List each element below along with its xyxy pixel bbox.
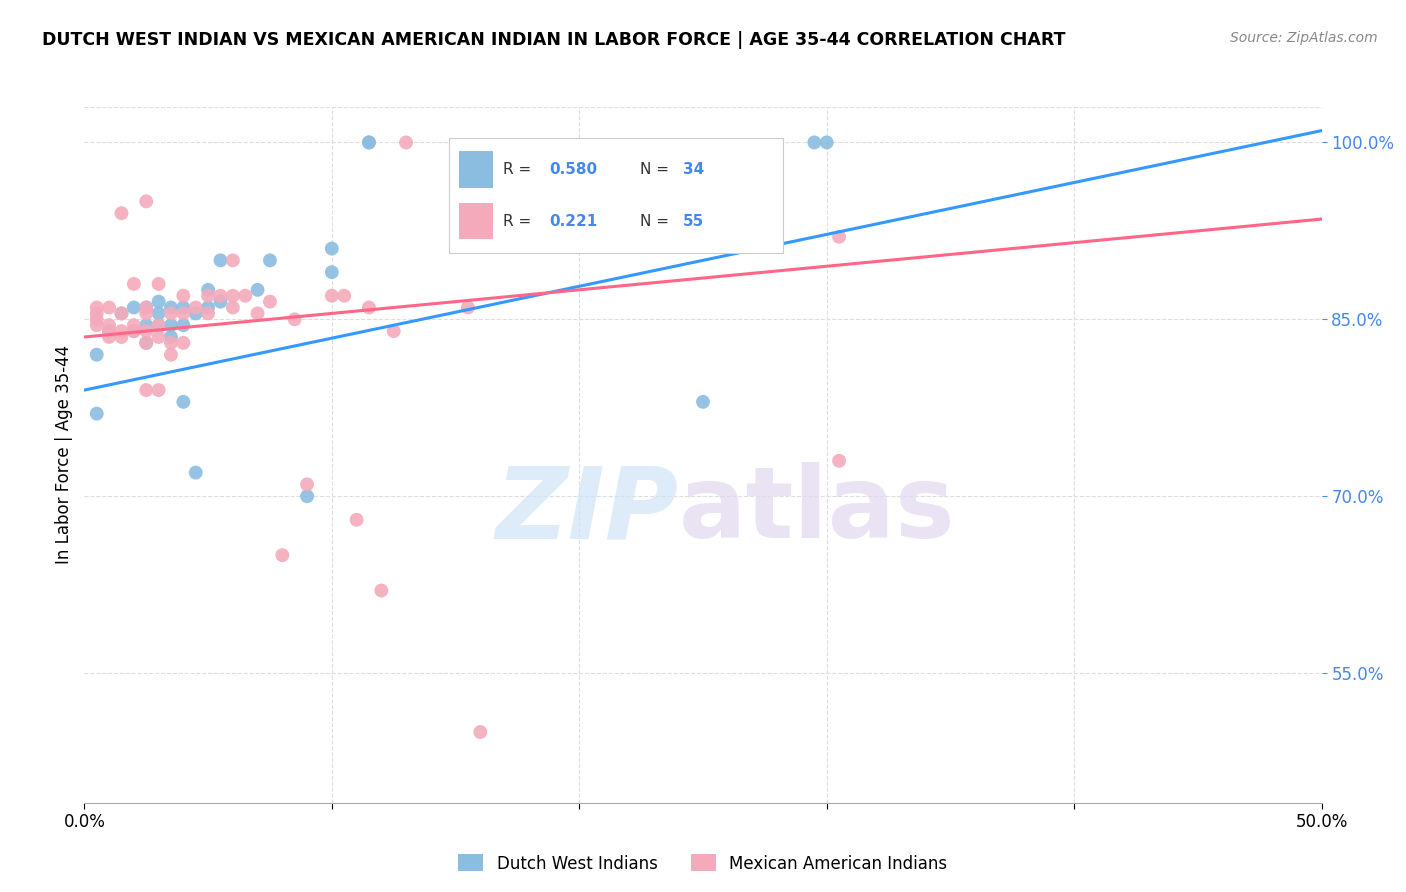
Point — [172, 306, 194, 320]
Point — [692, 395, 714, 409]
Point — [135, 318, 157, 333]
Point — [284, 312, 307, 326]
Point — [172, 289, 194, 303]
Point — [259, 253, 281, 268]
Point — [803, 136, 825, 150]
Point — [357, 136, 380, 150]
Point — [86, 306, 108, 320]
Point — [209, 289, 232, 303]
Point — [321, 289, 343, 303]
Point — [122, 277, 145, 291]
Text: Source: ZipAtlas.com: Source: ZipAtlas.com — [1230, 31, 1378, 45]
Point — [86, 407, 108, 421]
Point — [135, 194, 157, 209]
Point — [86, 348, 108, 362]
Point — [160, 335, 183, 350]
Point — [110, 206, 132, 220]
Text: atlas: atlas — [678, 462, 955, 559]
Point — [197, 289, 219, 303]
Point — [184, 306, 207, 320]
Point — [370, 583, 392, 598]
Point — [110, 330, 132, 344]
Point — [86, 318, 108, 333]
Point — [86, 312, 108, 326]
Point — [333, 289, 356, 303]
Point — [470, 725, 492, 739]
Legend: Dutch West Indians, Mexican American Indians: Dutch West Indians, Mexican American Ind… — [451, 847, 955, 880]
Point — [135, 301, 157, 315]
Point — [98, 318, 121, 333]
Point — [148, 306, 170, 320]
Point — [197, 283, 219, 297]
Point — [395, 136, 418, 150]
Point — [160, 301, 183, 315]
Y-axis label: In Labor Force | Age 35-44: In Labor Force | Age 35-44 — [55, 345, 73, 565]
Point — [135, 324, 157, 338]
Text: ZIP: ZIP — [495, 462, 678, 559]
Point — [295, 477, 318, 491]
Point — [197, 301, 219, 315]
Text: DUTCH WEST INDIAN VS MEXICAN AMERICAN INDIAN IN LABOR FORCE | AGE 35-44 CORRELAT: DUTCH WEST INDIAN VS MEXICAN AMERICAN IN… — [42, 31, 1066, 49]
Point — [122, 318, 145, 333]
Point — [209, 294, 232, 309]
Point — [209, 253, 232, 268]
Point — [148, 383, 170, 397]
Point — [135, 335, 157, 350]
Point — [148, 318, 170, 333]
Point — [135, 335, 157, 350]
Point — [222, 301, 245, 315]
Point — [160, 318, 183, 333]
Point — [184, 466, 207, 480]
Point — [122, 324, 145, 338]
Point — [135, 306, 157, 320]
Point — [357, 301, 380, 315]
Point — [184, 301, 207, 315]
Point — [222, 289, 245, 303]
Point — [271, 548, 294, 562]
Point — [135, 383, 157, 397]
Point — [815, 136, 838, 150]
Point — [160, 330, 183, 344]
Point — [172, 395, 194, 409]
Point — [259, 294, 281, 309]
Point — [110, 306, 132, 320]
Point — [246, 283, 269, 297]
Point — [382, 324, 405, 338]
Point — [828, 229, 851, 244]
Point — [148, 294, 170, 309]
Point — [160, 348, 183, 362]
Point — [98, 301, 121, 315]
Point — [160, 306, 183, 320]
Point — [148, 330, 170, 344]
Point — [110, 324, 132, 338]
Point — [98, 324, 121, 338]
Point — [172, 301, 194, 315]
Point — [321, 242, 343, 256]
Point — [321, 265, 343, 279]
Point — [197, 306, 219, 320]
Point — [98, 324, 121, 338]
Point — [172, 318, 194, 333]
Point — [122, 324, 145, 338]
Point — [135, 301, 157, 315]
Point — [122, 301, 145, 315]
Point — [148, 277, 170, 291]
Point — [357, 136, 380, 150]
Point — [222, 253, 245, 268]
Point — [110, 306, 132, 320]
Point — [86, 301, 108, 315]
Point — [233, 289, 256, 303]
Point — [148, 318, 170, 333]
Point — [828, 454, 851, 468]
Point — [457, 301, 479, 315]
Point — [246, 306, 269, 320]
Point — [98, 330, 121, 344]
Point — [346, 513, 368, 527]
Point — [172, 335, 194, 350]
Point — [295, 489, 318, 503]
